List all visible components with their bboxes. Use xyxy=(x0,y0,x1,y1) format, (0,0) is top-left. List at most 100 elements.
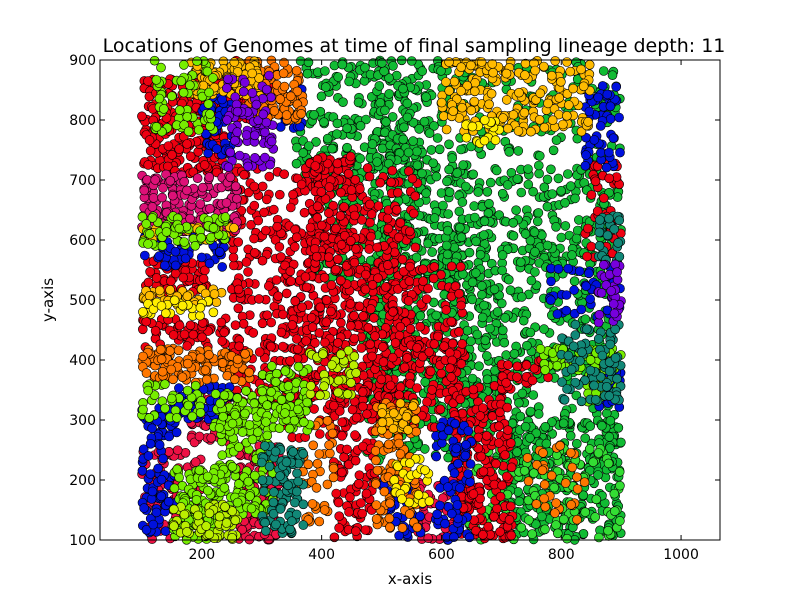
data-point xyxy=(320,82,331,92)
data-point xyxy=(452,168,463,178)
data-point xyxy=(561,290,572,300)
data-point xyxy=(436,66,446,76)
data-point xyxy=(217,262,227,272)
data-point xyxy=(427,247,438,257)
data-point xyxy=(358,441,368,452)
data-point xyxy=(199,160,210,170)
data-point xyxy=(268,204,279,215)
data-point xyxy=(457,197,468,207)
data-point xyxy=(310,338,320,348)
data-point xyxy=(266,317,277,328)
data-point xyxy=(347,404,358,415)
data-point xyxy=(380,105,390,116)
data-point xyxy=(350,526,361,537)
data-point xyxy=(360,269,371,280)
data-point xyxy=(228,252,239,263)
data-point xyxy=(482,187,493,197)
data-point xyxy=(503,274,514,285)
data-point xyxy=(392,187,403,198)
data-point xyxy=(553,173,564,184)
data-point xyxy=(412,342,422,353)
data-point xyxy=(331,223,341,234)
data-point xyxy=(387,352,398,363)
data-point xyxy=(315,302,326,313)
data-point xyxy=(444,164,454,175)
data-point xyxy=(303,57,314,68)
data-point xyxy=(225,172,236,183)
data-point xyxy=(349,310,359,321)
data-point xyxy=(540,421,551,432)
data-point xyxy=(145,469,156,479)
data-point xyxy=(145,438,156,449)
data-point xyxy=(259,207,269,218)
data-point xyxy=(553,264,564,274)
data-point xyxy=(143,76,153,86)
data-point xyxy=(143,277,154,288)
data-point xyxy=(177,372,188,383)
data-point xyxy=(424,347,435,357)
data-point xyxy=(140,250,150,261)
data-point xyxy=(468,489,479,499)
data-point xyxy=(217,94,227,105)
data-point xyxy=(390,338,401,348)
data-point xyxy=(198,273,209,284)
data-point xyxy=(158,183,168,193)
data-point xyxy=(382,213,393,224)
data-point xyxy=(205,203,215,214)
data-point xyxy=(300,272,311,282)
data-point xyxy=(513,146,524,156)
data-point xyxy=(465,459,476,469)
data-point xyxy=(504,514,515,525)
data-point xyxy=(260,225,271,236)
data-point xyxy=(214,247,225,257)
data-point xyxy=(154,251,164,261)
data-point xyxy=(473,187,484,197)
data-point xyxy=(373,201,384,211)
data-point xyxy=(421,188,431,198)
data-point xyxy=(440,518,450,529)
data-point xyxy=(415,321,426,332)
data-point xyxy=(462,325,473,336)
data-point xyxy=(453,458,463,469)
data-point xyxy=(611,82,622,92)
data-point xyxy=(394,390,404,400)
data-point xyxy=(512,447,522,457)
data-point xyxy=(446,372,457,382)
data-point xyxy=(156,474,167,485)
data-point xyxy=(573,215,584,225)
data-point xyxy=(278,309,288,320)
data-point xyxy=(217,336,227,346)
data-point xyxy=(517,388,528,399)
data-point xyxy=(183,358,193,369)
data-point xyxy=(497,265,508,276)
data-point xyxy=(561,305,572,316)
data-point xyxy=(485,323,495,334)
data-point xyxy=(537,511,547,522)
data-point xyxy=(615,516,625,526)
data-point xyxy=(331,488,342,499)
data-point xyxy=(365,339,376,350)
data-point xyxy=(194,431,205,442)
data-point xyxy=(321,295,332,305)
data-point xyxy=(520,229,531,239)
data-point xyxy=(463,469,473,479)
data-point xyxy=(523,179,534,190)
data-point xyxy=(333,337,343,348)
data-point xyxy=(455,261,466,272)
data-point xyxy=(296,179,307,190)
data-point xyxy=(311,251,322,262)
data-point xyxy=(345,151,356,162)
data-point xyxy=(500,450,510,460)
data-point xyxy=(492,307,503,317)
data-point xyxy=(479,230,489,240)
data-point xyxy=(534,168,544,179)
data-point xyxy=(460,450,471,461)
data-point xyxy=(229,374,240,385)
data-point xyxy=(190,457,201,467)
data-point xyxy=(342,142,352,153)
data-point xyxy=(497,480,507,491)
data-point xyxy=(504,147,515,157)
data-point xyxy=(581,150,591,160)
data-point xyxy=(290,224,300,235)
